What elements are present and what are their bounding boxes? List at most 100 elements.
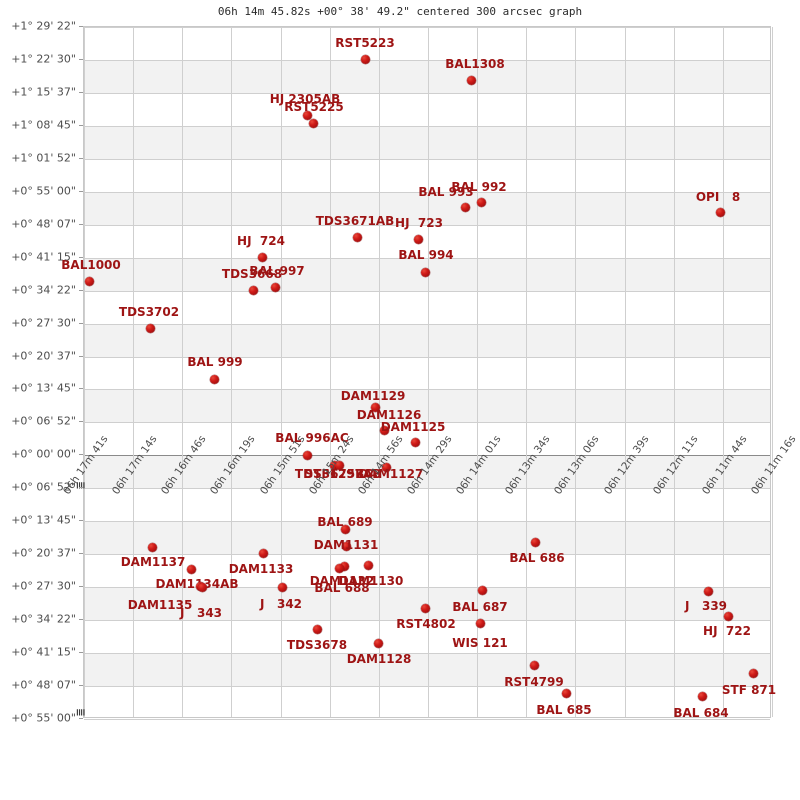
y-axis-tick-mark — [79, 290, 83, 291]
star-marker[interactable] — [197, 582, 207, 592]
gridline-horizontal — [84, 357, 770, 358]
star-marker[interactable] — [352, 232, 362, 242]
star-marker[interactable] — [420, 603, 430, 613]
star-marker[interactable] — [460, 202, 470, 212]
star-marker[interactable] — [334, 460, 344, 470]
star-marker[interactable] — [703, 586, 713, 596]
y-axis-tick-label: +0° 41' 15" — [11, 645, 76, 659]
star-marker[interactable] — [697, 691, 707, 701]
gridline-vertical — [133, 27, 134, 717]
gridline-vertical — [379, 27, 380, 717]
gridline-horizontal — [84, 389, 770, 390]
y-axis-tick-mark — [79, 59, 83, 60]
grid-band — [84, 389, 770, 422]
star-marker[interactable] — [145, 323, 155, 333]
y-axis-tick-label: +0° 00' 00" — [11, 447, 76, 461]
y-axis-tick-label: +0° 13' 45" — [11, 381, 76, 395]
y-axis-tick-label: +0° 06' 52" — [11, 480, 76, 494]
y-axis-tick-mark — [79, 257, 83, 258]
gridline-horizontal — [84, 686, 770, 687]
star-marker[interactable] — [248, 285, 258, 295]
star-marker[interactable] — [410, 437, 420, 447]
y-axis-tick-mark — [79, 356, 83, 357]
star-label: DAM1130 — [338, 574, 404, 588]
star-marker[interactable] — [147, 542, 157, 552]
star-marker[interactable] — [373, 638, 383, 648]
grid-band — [84, 521, 770, 554]
star-marker[interactable] — [381, 462, 391, 472]
star-marker[interactable] — [258, 548, 268, 558]
star-marker[interactable] — [334, 563, 344, 573]
star-marker[interactable] — [339, 561, 349, 571]
star-marker[interactable] — [270, 282, 280, 292]
star-label: RST5225 — [284, 100, 344, 114]
gridline-horizontal — [84, 488, 770, 489]
star-marker[interactable] — [312, 624, 322, 634]
star-marker[interactable] — [413, 234, 423, 244]
star-label: TDS3702 — [118, 305, 180, 319]
star-marker[interactable] — [340, 524, 350, 534]
star-marker[interactable] — [302, 450, 312, 460]
gridline-vertical — [477, 27, 478, 717]
gridline-vertical — [674, 27, 675, 717]
y-axis-tick-label: +0° 34' 22" — [11, 612, 76, 626]
gridline-horizontal — [84, 27, 770, 28]
star-marker[interactable] — [84, 276, 94, 286]
star-marker[interactable] — [277, 582, 287, 592]
y-axis-tick-mark — [79, 92, 83, 93]
y-axis-tick-mark — [79, 388, 83, 389]
gridline-horizontal — [84, 587, 770, 588]
gridline-horizontal — [84, 60, 770, 61]
star-marker[interactable] — [186, 564, 196, 574]
star-marker[interactable] — [466, 75, 476, 85]
star-marker[interactable] — [715, 207, 725, 217]
star-marker[interactable] — [370, 402, 380, 412]
star-marker[interactable] — [530, 537, 540, 547]
star-marker[interactable] — [360, 54, 370, 64]
gridline-horizontal — [84, 258, 770, 259]
grid-band — [84, 455, 770, 488]
y-axis-tick-label: +0° 06' 52" — [11, 414, 76, 428]
y-axis-tick-mark — [79, 718, 83, 719]
y-axis-tick-mark — [79, 323, 83, 324]
star-marker[interactable] — [723, 611, 733, 621]
star-marker[interactable] — [379, 425, 389, 435]
star-marker[interactable] — [748, 668, 758, 678]
star-marker[interactable] — [475, 618, 485, 628]
y-axis-tick-label: +0° 34' 22" — [11, 283, 76, 297]
star-marker[interactable] — [561, 688, 571, 698]
y-axis-tick-label: +0° 27' 30" — [11, 579, 76, 593]
y-axis-tick-label: +0° 55' 00" — [11, 711, 76, 725]
y-axis-tick-mark — [79, 487, 83, 488]
y-axis-tick-label: +0° 48' 07" — [11, 217, 76, 231]
gridline-horizontal — [84, 93, 770, 94]
star-marker[interactable] — [308, 118, 318, 128]
star-marker[interactable] — [341, 541, 351, 551]
plot-area[interactable]: RST5223 BAL1308 HJ 2305AB RST5225 BAL 993 BAL… — [61, 26, 776, 720]
star-label: DAM1133 — [228, 562, 294, 576]
star-marker[interactable] — [476, 197, 486, 207]
y-axis-tick-label: +1° 22' 30" — [11, 52, 76, 66]
gridline-vertical — [281, 27, 282, 717]
star-marker[interactable] — [477, 585, 487, 595]
star-marker[interactable] — [257, 252, 267, 262]
y-axis-tick-mark — [79, 191, 83, 192]
star-marker[interactable] — [329, 460, 339, 470]
gridline-vertical — [526, 27, 527, 717]
y-axis-tick-mark — [79, 520, 83, 521]
gridline-horizontal — [84, 554, 770, 555]
y-axis-tick-label: +1° 08' 45" — [11, 118, 76, 132]
star-marker[interactable] — [420, 267, 430, 277]
y-axis-tick-mark — [79, 553, 83, 554]
star-marker[interactable] — [209, 374, 219, 384]
gridline-vertical — [231, 27, 232, 717]
star-marker[interactable] — [363, 560, 373, 570]
star-marker[interactable] — [529, 660, 539, 670]
gridline-horizontal — [84, 291, 770, 292]
y-axis-tick-label: +1° 01' 52" — [11, 151, 76, 165]
y-axis-tick-mark — [79, 26, 83, 27]
star-marker[interactable] — [302, 110, 312, 120]
grid-band — [84, 126, 770, 159]
y-axis-tick-label: +0° 20' 37" — [11, 546, 76, 560]
gridline-horizontal — [84, 620, 770, 621]
